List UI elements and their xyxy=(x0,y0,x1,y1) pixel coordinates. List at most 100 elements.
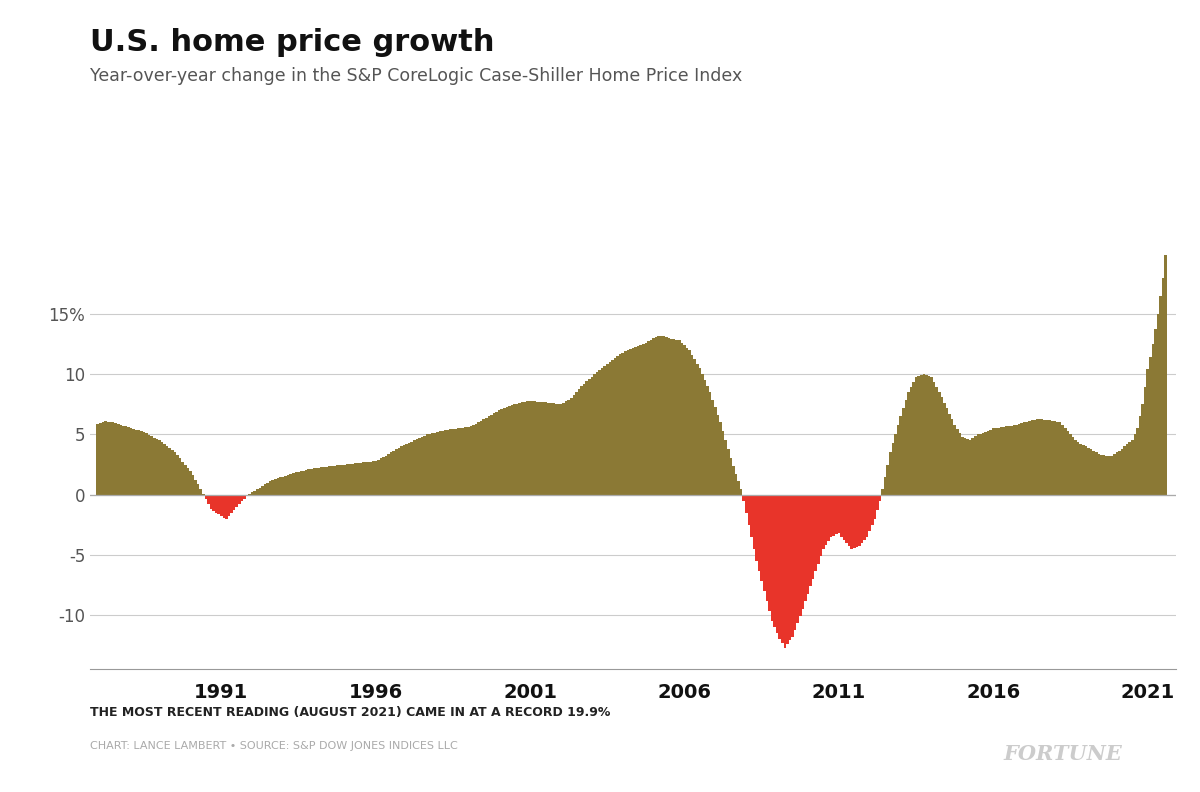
Bar xyxy=(1076,442,1080,495)
Bar xyxy=(601,368,604,495)
Bar xyxy=(118,424,120,495)
Bar xyxy=(912,382,914,495)
Bar xyxy=(482,419,485,495)
Bar xyxy=(136,429,138,495)
Bar xyxy=(325,466,328,495)
Bar xyxy=(1051,421,1054,495)
Bar xyxy=(833,495,835,535)
Bar xyxy=(719,422,721,495)
Bar xyxy=(1022,422,1026,495)
Bar xyxy=(1072,437,1074,495)
Bar xyxy=(186,467,190,495)
Bar xyxy=(460,428,462,495)
Bar xyxy=(660,336,662,495)
Bar xyxy=(658,337,660,495)
Bar xyxy=(1058,422,1062,495)
Bar xyxy=(212,495,215,511)
Bar xyxy=(1067,432,1069,495)
Bar xyxy=(235,495,238,507)
Bar xyxy=(158,440,161,495)
Bar xyxy=(1085,447,1087,495)
Bar xyxy=(424,436,426,495)
Bar xyxy=(559,404,563,495)
Bar xyxy=(374,461,377,495)
Bar xyxy=(629,349,631,495)
Bar xyxy=(653,338,655,495)
Bar xyxy=(889,452,892,495)
Bar xyxy=(310,469,313,495)
Bar xyxy=(1074,440,1076,495)
Bar xyxy=(114,423,118,495)
Bar xyxy=(1092,451,1094,495)
Bar xyxy=(755,495,758,561)
Bar xyxy=(977,434,979,495)
Bar xyxy=(316,468,318,495)
Bar xyxy=(773,495,776,627)
Bar xyxy=(794,495,797,630)
Bar xyxy=(748,495,750,525)
Bar xyxy=(941,398,943,495)
Bar xyxy=(523,402,527,495)
Bar xyxy=(1108,456,1110,495)
Bar xyxy=(1110,456,1112,495)
Bar xyxy=(346,464,349,495)
Bar xyxy=(226,495,228,519)
Bar xyxy=(168,448,172,495)
Bar xyxy=(140,431,143,495)
Bar xyxy=(204,495,208,499)
Bar xyxy=(462,428,464,495)
Bar xyxy=(830,495,833,537)
Bar xyxy=(1000,427,1002,495)
Bar xyxy=(1049,421,1051,495)
Bar xyxy=(500,409,503,495)
Bar xyxy=(871,495,874,525)
Bar xyxy=(521,402,523,495)
Bar xyxy=(964,438,966,495)
Bar xyxy=(599,371,601,495)
Bar xyxy=(563,403,565,495)
Bar xyxy=(1040,419,1044,495)
Bar xyxy=(284,476,287,495)
Bar xyxy=(770,495,773,621)
Bar xyxy=(827,495,830,541)
Bar xyxy=(799,495,802,616)
Bar xyxy=(1015,425,1018,495)
Bar xyxy=(377,459,379,495)
Bar xyxy=(307,470,310,495)
Bar xyxy=(590,377,593,495)
Bar xyxy=(745,495,748,512)
Bar xyxy=(892,444,894,495)
Bar xyxy=(557,404,559,495)
Bar xyxy=(230,495,233,512)
Bar xyxy=(842,495,845,540)
Bar xyxy=(631,348,635,495)
Bar xyxy=(529,401,532,495)
Bar xyxy=(145,433,148,495)
Bar xyxy=(848,495,851,546)
Bar xyxy=(1090,449,1092,495)
Bar xyxy=(624,352,626,495)
Bar xyxy=(902,409,905,495)
Bar xyxy=(932,382,935,495)
Bar xyxy=(514,404,516,495)
Bar xyxy=(418,438,421,495)
Bar xyxy=(343,465,346,495)
Bar xyxy=(622,352,624,495)
Bar xyxy=(662,337,665,495)
Bar xyxy=(948,413,950,495)
Bar xyxy=(262,486,264,495)
Bar xyxy=(613,358,617,495)
Bar xyxy=(174,452,176,495)
Bar xyxy=(478,422,480,495)
Bar xyxy=(1056,422,1058,495)
Bar xyxy=(1020,423,1022,495)
Bar xyxy=(266,482,269,495)
Bar xyxy=(727,449,730,495)
Bar xyxy=(372,461,374,495)
Bar xyxy=(845,495,848,543)
Bar xyxy=(608,362,611,495)
Bar xyxy=(415,440,418,495)
Bar xyxy=(536,402,539,495)
Bar xyxy=(743,495,745,501)
Bar xyxy=(786,495,788,644)
